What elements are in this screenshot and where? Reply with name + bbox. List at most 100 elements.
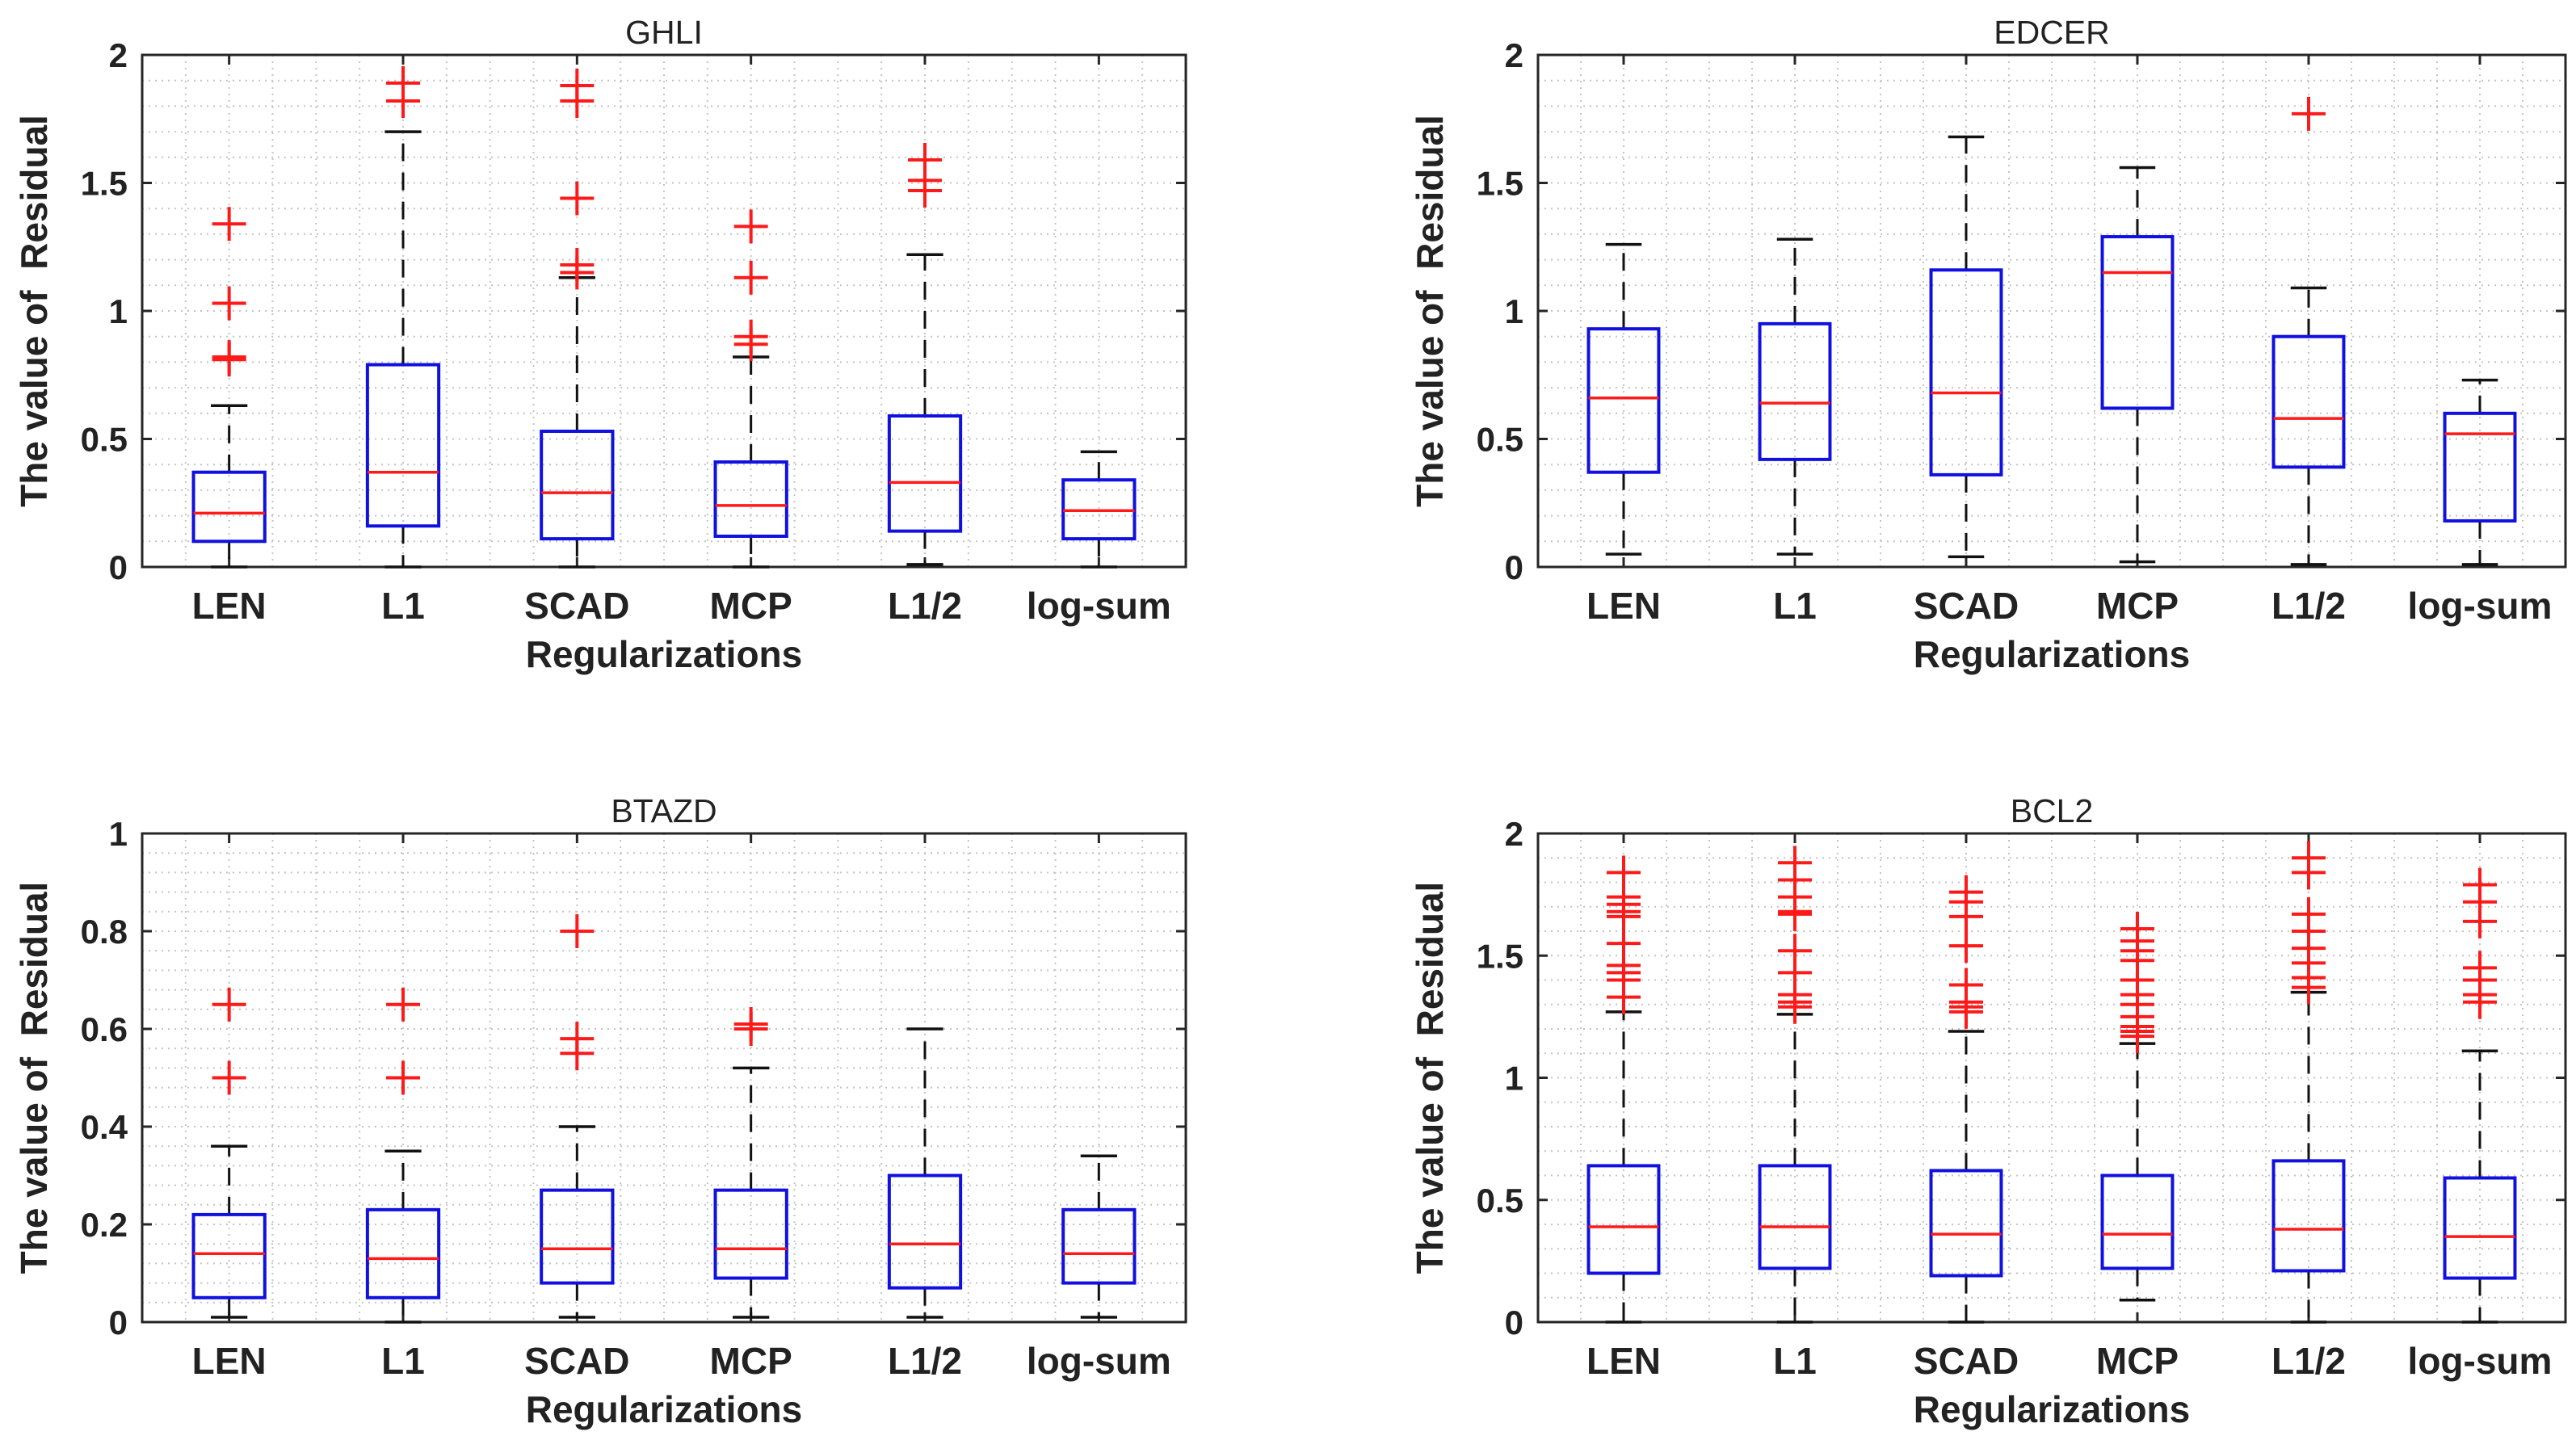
x-category-label: MCP [710, 585, 792, 627]
outlier-marker [733, 1006, 768, 1041]
outlier-marker [1949, 875, 1983, 909]
grid-lines [1538, 55, 2565, 567]
x-category-label: L1/2 [888, 1340, 962, 1382]
chart-panel-bcl2: 0 0.5 1 1.5 2 LEN L1 SCAD MCP L1/2 log-sum BCL2 Regu… [1409, 792, 2567, 1430]
axes-frame [141, 832, 1187, 1324]
outlier-marker [2292, 896, 2326, 931]
chart-panel-btazd: 0 0.2 0.4 0.6 0.8 1 LEN L1 SCAD MCP L1/2 log-sum BTA… [13, 792, 1187, 1430]
x-axis-label: Regularizations [1914, 1388, 2191, 1430]
outlier-marker [1949, 968, 1983, 1002]
iqr-box [2100, 235, 2175, 410]
x-category-label: LEN [192, 585, 267, 627]
outlier-marker [212, 1060, 246, 1095]
box-scad [1929, 875, 2003, 1324]
y-tick-label: 0.4 [81, 1108, 128, 1146]
iqr-box [1061, 1207, 1137, 1285]
outlier-marker [212, 340, 246, 375]
y-tick-label: 0.2 [81, 1206, 128, 1244]
x-category-label: L1/2 [2271, 1340, 2346, 1382]
outlier-marker [2120, 911, 2154, 946]
box-l1 [1758, 237, 1832, 556]
box-len [191, 207, 267, 569]
outlier-marker [2292, 841, 2326, 875]
x-category-label: LEN [1586, 585, 1661, 627]
y-tick-label: 0.5 [1477, 421, 1523, 459]
outlier-marker [2463, 867, 2497, 902]
outlier-marker [1778, 846, 1812, 880]
box-scad [540, 914, 615, 1319]
x-category-label: log-sum [1027, 1340, 1171, 1382]
outlier-marker [212, 987, 246, 1022]
y-tick-label: 1.5 [1477, 165, 1523, 203]
box-log-sum [1061, 1154, 1137, 1319]
outlier-marker [1607, 855, 1641, 890]
box-len [191, 987, 267, 1319]
x-axis-label: Regularizations [526, 633, 803, 675]
y-tick-label: 0 [109, 548, 128, 586]
y-tick-label: 1.5 [1477, 937, 1523, 975]
y-tick-label: 1 [109, 292, 128, 330]
y-tick-label: 1 [1505, 1060, 1523, 1098]
outlier-marker [560, 69, 595, 103]
x-category-label: log-sum [1027, 585, 1171, 627]
outlier-marker [212, 286, 246, 321]
x-category-label: SCAD [1914, 585, 2019, 627]
grid-lines [142, 833, 1186, 1322]
box-l1-2 [2271, 96, 2346, 566]
iqr-box [887, 1173, 963, 1290]
grid-lines [142, 55, 1186, 567]
y-axis-label: The value of Residual [13, 115, 55, 507]
y-tick-label: 0.8 [81, 913, 128, 951]
iqr-box [365, 363, 441, 528]
box-log-sum [2443, 867, 2517, 1324]
box-mcp [713, 209, 788, 569]
box-l1 [365, 987, 441, 1324]
x-category-label: MCP [710, 1340, 792, 1382]
y-axis-label: The value of Residual [1409, 882, 1451, 1274]
iqr-box [1586, 327, 1661, 474]
outlier-marker [560, 1022, 595, 1056]
y-tick-label: 2 [1505, 36, 1523, 74]
iqr-box [713, 460, 788, 538]
x-category-label: L1 [381, 1340, 425, 1382]
outlier-marker [2292, 96, 2326, 131]
y-tick-label: 0 [1505, 1304, 1523, 1341]
x-category-label: MCP [2096, 1340, 2179, 1382]
chart-title: BTAZD [611, 792, 716, 829]
x-category-label: SCAD [1914, 1340, 2019, 1382]
outlier-marker [733, 319, 768, 354]
x-axis-label: Regularizations [526, 1388, 803, 1430]
box-l1 [1758, 846, 1832, 1324]
x-category-label: L1 [1773, 585, 1817, 627]
outlier-marker [560, 914, 595, 948]
outlier-marker [2463, 951, 2497, 985]
y-tick-label: 0.6 [81, 1010, 128, 1048]
y-tick-label: 2 [1505, 815, 1523, 853]
outlier-marker [1949, 929, 1983, 963]
y-tick-label: 0.5 [81, 421, 128, 459]
iqr-box [1586, 1164, 1661, 1275]
x-category-label: MCP [2096, 585, 2179, 627]
box-mcp [713, 1006, 788, 1319]
iqr-box [191, 1212, 267, 1299]
y-axis-label: The value of Residual [1409, 115, 1451, 507]
iqr-box [540, 429, 615, 541]
y-tick-label: 1 [109, 815, 128, 853]
iqr-box [2271, 1159, 2346, 1273]
box-log-sum [1061, 450, 1137, 569]
x-category-label: log-sum [2408, 585, 2553, 627]
chart-title: BCL2 [2011, 792, 2094, 829]
iqr-box [2443, 411, 2517, 523]
chart-title: GHLI [625, 14, 703, 51]
outlier-marker [386, 987, 420, 1022]
outlier-marker [908, 142, 942, 177]
iqr-box [2443, 1176, 2517, 1280]
x-category-label: L1/2 [2271, 585, 2346, 627]
y-tick-label: 1.5 [81, 165, 128, 203]
x-category-label: L1 [1773, 1340, 1817, 1382]
outlier-marker [212, 207, 246, 241]
y-axis-label: The value of Residual [13, 882, 55, 1274]
box-l1-2 [2271, 841, 2346, 1324]
x-category-label: L1 [381, 585, 425, 627]
y-tick-label: 0 [109, 1304, 128, 1341]
